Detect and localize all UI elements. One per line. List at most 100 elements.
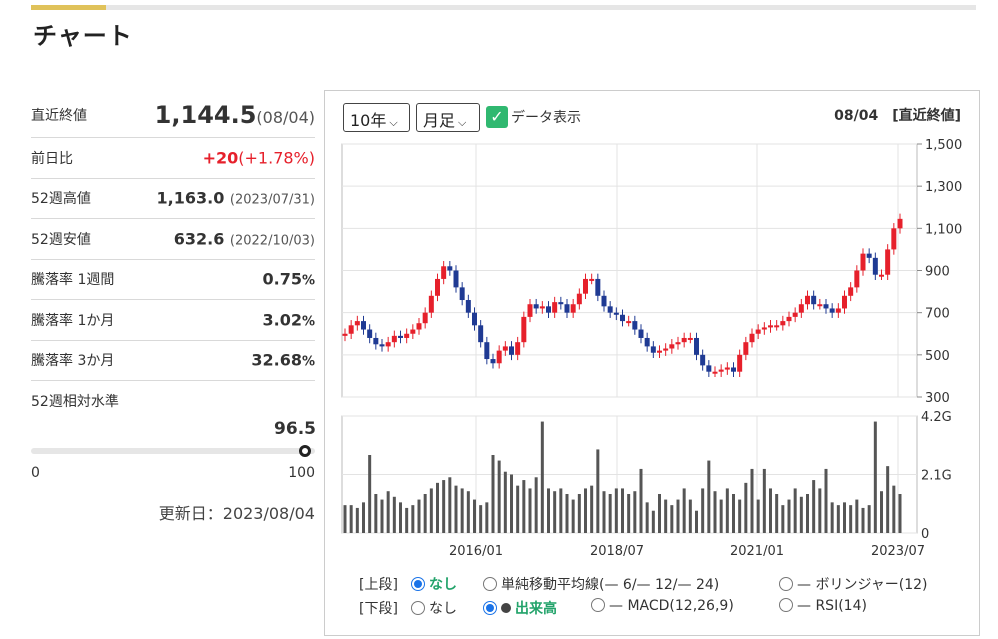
volume-bar (744, 482, 748, 533)
price-tick-label: 700 (925, 307, 950, 322)
candle-body (521, 316, 527, 343)
data-display-checkbox[interactable]: ✓ (486, 106, 508, 128)
volume-bar (664, 499, 668, 533)
stat-label: 52週高値 (31, 191, 91, 208)
volume-bar (799, 496, 803, 533)
volume-bar (861, 507, 865, 533)
candle-body (823, 304, 829, 309)
volume-bar (417, 499, 421, 533)
candle-body (583, 278, 588, 294)
candle-body (780, 321, 786, 326)
pct-sign: % (301, 354, 315, 370)
lower-rsi-option[interactable]: — RSI(14) (779, 598, 867, 614)
candle-body (354, 321, 360, 326)
candle-body (416, 323, 422, 330)
volume-bar (497, 460, 501, 533)
volume-bar (738, 499, 742, 533)
data-display-label[interactable]: データ表示 (511, 110, 581, 126)
period-select[interactable]: 10年 ⌵ (343, 103, 410, 132)
lower-none-option[interactable]: なし (411, 598, 457, 618)
stat-change: 前日比 +20(+1.78%) (31, 138, 315, 179)
stat-label: 騰落率 1週間 (31, 272, 115, 289)
volume-bar (485, 502, 489, 533)
volume-bar (793, 488, 797, 533)
option-text: 出来高 (515, 601, 557, 617)
as-of-label: [直近終値] (892, 108, 961, 124)
candle-body (644, 337, 650, 347)
stat-value: 3.02% (262, 310, 315, 329)
high52-value: 1,163.0 (156, 188, 225, 208)
candle-body (792, 312, 798, 317)
candle-body (811, 295, 817, 305)
interval-select[interactable]: 月足 ⌵ (416, 103, 480, 132)
option-text: — RSI(14) (797, 598, 867, 614)
page-title: チャート (33, 22, 133, 50)
candle-body (379, 344, 385, 347)
candle-body (706, 365, 712, 372)
volume-bar (466, 491, 470, 533)
candle-body (576, 293, 582, 305)
upper-options-row: [上段] なし 単純移動平均線(— 6/— 12/— 24) — ボリンジャー(… (359, 574, 959, 594)
candle-body (891, 228, 897, 250)
volume-bar (565, 494, 569, 533)
radio-icon[interactable] (483, 577, 497, 591)
candle-body (842, 295, 847, 309)
stat-1m: 騰落率 1か月 3.02% (31, 300, 315, 341)
lower-macd-option[interactable]: — MACD(12,26,9) (591, 598, 734, 614)
volume-bar (812, 480, 816, 533)
volume-bar (596, 449, 600, 533)
gauge-max: 100 (288, 465, 315, 481)
gauge-min: 0 (31, 465, 40, 481)
volume-bar (849, 505, 853, 533)
upper-none-option[interactable]: なし (411, 574, 457, 594)
candle-body (737, 354, 743, 372)
lower-volume-option[interactable]: 出来高 (483, 598, 557, 618)
volume-bar (559, 488, 563, 533)
volume-tick-label: 2.1G (921, 469, 952, 484)
volume-bar (855, 499, 859, 533)
candle-body (404, 333, 410, 338)
radio-selected-icon[interactable] (483, 601, 497, 615)
volume-bar (627, 494, 631, 533)
pct-sign: % (301, 273, 315, 289)
volume-bar (571, 499, 575, 533)
candle-body (607, 306, 613, 313)
price-tick-label: 900 (925, 265, 950, 280)
radio-icon[interactable] (411, 601, 425, 615)
candle-body (613, 312, 619, 315)
volume-bar (633, 491, 637, 533)
candle-body (724, 367, 730, 370)
radio-icon[interactable] (779, 577, 793, 591)
volume-bar (584, 488, 587, 533)
radio-icon[interactable] (779, 598, 793, 612)
candle-body (854, 270, 860, 288)
candle-body (798, 304, 804, 313)
option-text: なし (429, 601, 457, 617)
volume-bar (368, 455, 372, 533)
radio-selected-icon[interactable] (411, 577, 425, 591)
chevron-down-icon: ⌵ (389, 116, 398, 129)
volume-tick-label: 4.2G (921, 410, 952, 425)
title-accent (31, 5, 106, 10)
volume-bar (645, 502, 649, 533)
relative-level-gauge: 96.5 0 100 (31, 418, 316, 488)
volume-bar (590, 485, 594, 533)
volume-bar (362, 502, 365, 533)
low52-date: (2022/10/03) (229, 233, 315, 249)
volume-bar (713, 491, 717, 533)
stat-value: 32.68% (251, 351, 315, 370)
candle-body (817, 304, 823, 307)
option-text: なし (429, 577, 457, 593)
volume-bar (707, 460, 711, 533)
upper-sma-option[interactable]: 単純移動平均線(— 6/— 12/— 24) (483, 574, 719, 594)
radio-icon[interactable] (591, 598, 605, 612)
volume-bar (639, 468, 643, 533)
candle-body (373, 337, 379, 345)
stats-panel: 直近終値 1,144.5(08/04) 前日比 +20(+1.78%) 52週高… (31, 92, 315, 421)
candle-body (761, 327, 767, 330)
option-text: — ボリンジャー(12) (797, 577, 928, 593)
candle-body (478, 325, 484, 343)
candle-body (367, 329, 373, 338)
pct-sign: % (301, 314, 315, 330)
upper-bollinger-option[interactable]: — ボリンジャー(12) (779, 574, 928, 594)
